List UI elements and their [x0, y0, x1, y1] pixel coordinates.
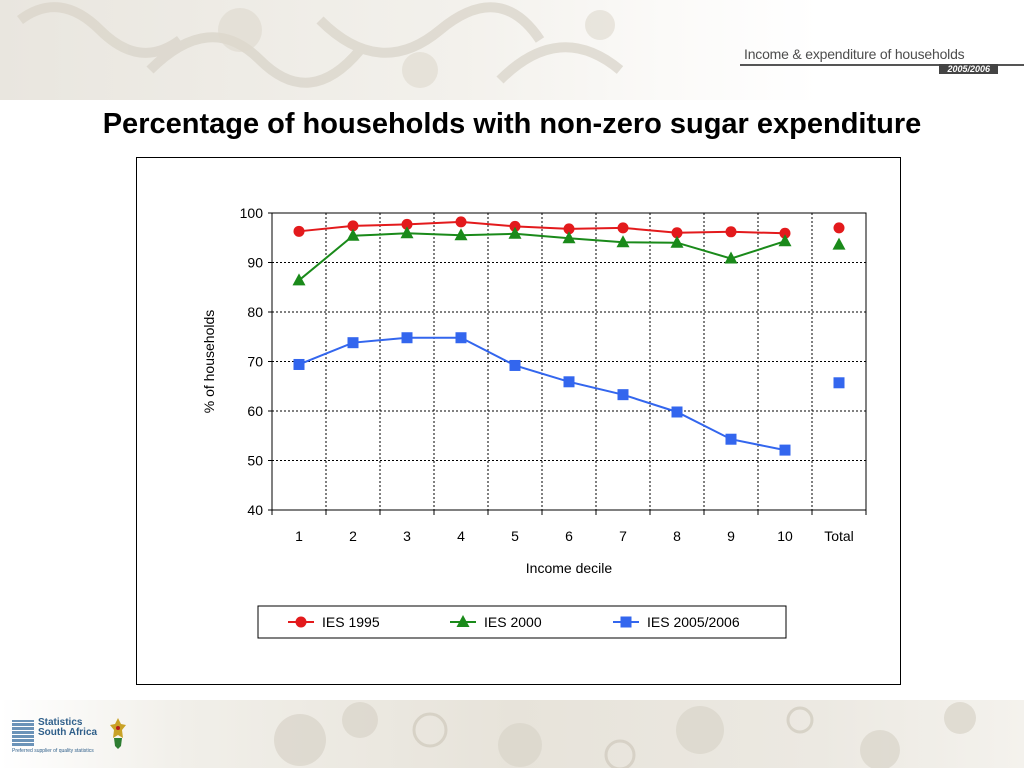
- header-brand: Income & expenditure of households 2005/…: [740, 46, 1024, 76]
- y-tick-label: 100: [240, 205, 264, 221]
- data-point-ies-1995: [779, 227, 791, 239]
- data-point-ies-2005-2006: [401, 332, 413, 344]
- data-point-ies-2000: [616, 235, 630, 248]
- data-point-ies-2000: [400, 226, 414, 239]
- data-point-ies-2005-2006: [509, 359, 521, 371]
- data-point-ies-1995: [617, 222, 629, 234]
- brand-year: 2005/2006: [939, 64, 998, 74]
- data-point-ies-2000: [508, 226, 522, 239]
- data-point-ies-2005-2006: [725, 433, 737, 445]
- x-tick-label: 2: [349, 528, 357, 544]
- header-texture-decoration: [17, 2, 624, 88]
- data-point-ies-2005-2006: [293, 358, 305, 370]
- data-point-ies-2000: [724, 251, 738, 264]
- logo-tagline: Preferred supplier of quality statistics: [12, 748, 94, 754]
- data-point-ies-1995: [833, 222, 845, 234]
- coat-of-arms-icon: [110, 718, 126, 749]
- x-tick-label: 1: [295, 528, 303, 544]
- x-tick-label: 7: [619, 528, 627, 544]
- data-point-ies-1995: [401, 218, 413, 230]
- stats-sa-logo: Statistics South Africa Preferred suppli…: [12, 714, 126, 758]
- data-point-ies-2005-2006: [671, 406, 683, 418]
- data-point-ies-1995: [347, 220, 359, 232]
- x-tick-label: 9: [727, 528, 735, 544]
- y-tick-label: 90: [247, 255, 263, 271]
- brand-title: Income & expenditure of households: [744, 46, 965, 62]
- legend-label: IES 2000: [484, 614, 542, 630]
- data-point-ies-2005-2006: [779, 444, 791, 456]
- y-axis-title: % of households: [201, 310, 217, 414]
- header-banner: Income & expenditure of households 2005/…: [0, 0, 1024, 100]
- series-line-ies-2005-2006: [298, 336, 786, 452]
- series-line-ies-1995: [298, 220, 786, 235]
- data-point-ies-1995: [509, 220, 521, 232]
- data-point-ies-2005-2006: [455, 332, 467, 344]
- data-point-ies-2000: [292, 273, 306, 286]
- data-point-ies-2000: [562, 231, 576, 244]
- data-point-ies-1995: [293, 225, 305, 237]
- legend-marker: [456, 615, 470, 627]
- data-point-ies-2005-2006: [833, 377, 845, 389]
- stats-sa-logo-text: Statistics South Africa: [38, 718, 97, 738]
- data-point-ies-2000: [670, 235, 684, 248]
- legend-marker: [295, 616, 307, 628]
- line-chart: 40 50 60 70 80 90 100 1 2 3 4 5 6 7 8 9 10 Total Income de…: [201, 205, 867, 639]
- footer-texture-decoration: [274, 702, 976, 768]
- data-point-ies-1995: [563, 223, 575, 235]
- legend-label: IES 1995: [322, 614, 380, 630]
- data-point-ies-2000: [454, 228, 468, 241]
- logo-line1: Statistics: [38, 717, 83, 728]
- data-point-ies-1995: [725, 226, 737, 238]
- y-tick-label: 50: [247, 453, 263, 469]
- x-tick-label: 8: [673, 528, 681, 544]
- data-point-ies-2000: [832, 237, 846, 250]
- data-point-ies-2005-2006: [347, 337, 359, 349]
- x-tick-label: Total: [824, 528, 854, 544]
- page-title: Percentage of households with non-zero s…: [102, 108, 922, 140]
- legend-label: IES 2005/2006: [647, 614, 740, 630]
- y-tick-label: 40: [247, 502, 263, 518]
- x-tick-label: 6: [565, 528, 573, 544]
- stats-sa-logo-icon: [12, 720, 34, 746]
- x-tick-label: 4: [457, 528, 465, 544]
- data-point-ies-2000: [346, 228, 360, 241]
- data-point-ies-2005-2006: [617, 389, 629, 401]
- logo-line2: South Africa: [38, 727, 98, 738]
- x-tick-label: 10: [777, 528, 793, 544]
- x-tick-label: 5: [511, 528, 519, 544]
- legend-box: [257, 605, 787, 639]
- chart-frame: 40 50 60 70 80 90 100 1 2 3 4 5 6 7 8 9 10 Total Income de…: [136, 157, 901, 685]
- series-line-ies-2000: [298, 232, 786, 282]
- y-tick-label: 80: [247, 304, 263, 320]
- data-point-ies-1995: [455, 216, 467, 228]
- data-point-ies-1995: [671, 227, 683, 239]
- x-axis-title: Income decile: [526, 560, 613, 576]
- data-point-ies-2005-2006: [563, 376, 575, 388]
- legend-marker: [620, 616, 632, 628]
- x-tick-label: 3: [403, 528, 411, 544]
- brand-rule: [740, 64, 1024, 66]
- data-point-ies-2000: [778, 234, 792, 247]
- footer-banner: [0, 700, 1024, 768]
- y-tick-label: 70: [247, 354, 263, 370]
- y-tick-label: 60: [247, 403, 263, 419]
